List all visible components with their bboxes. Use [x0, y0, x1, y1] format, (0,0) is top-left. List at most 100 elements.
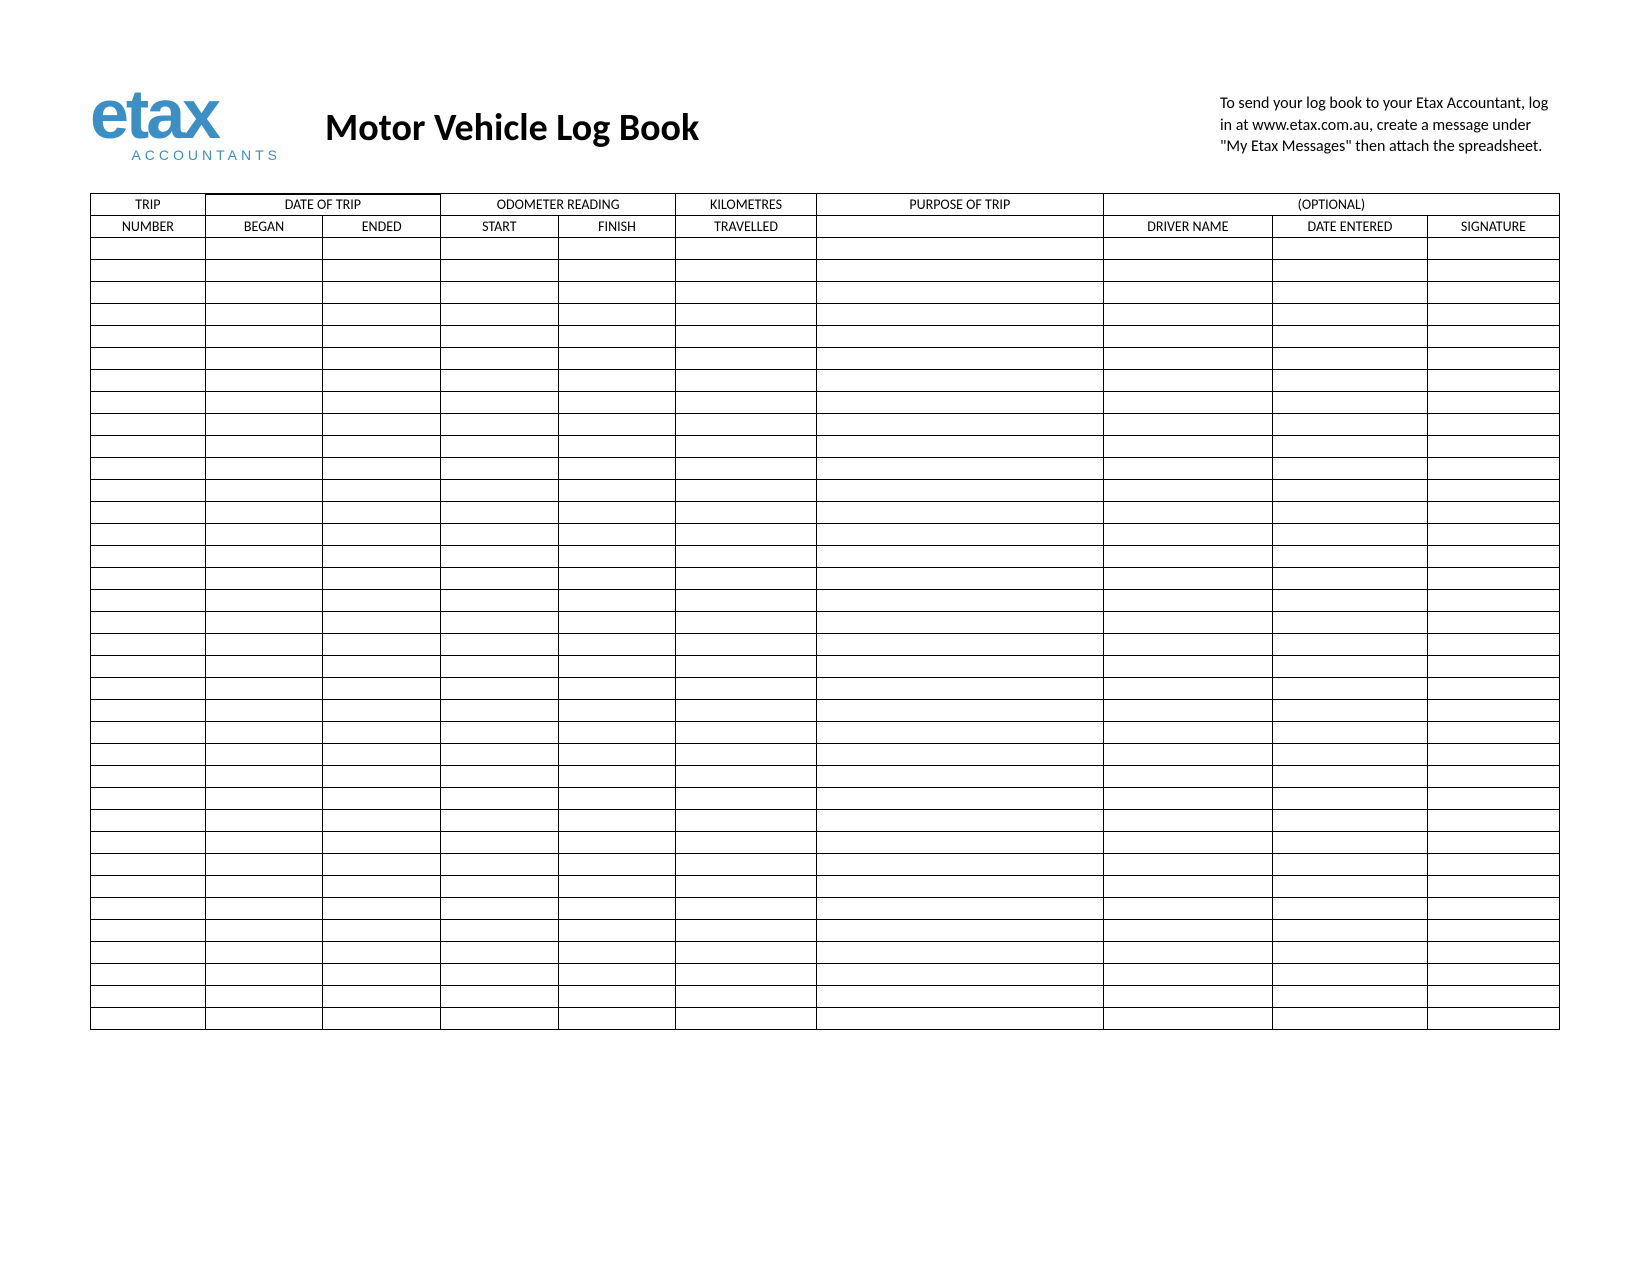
- table-cell[interactable]: [558, 920, 676, 942]
- table-cell[interactable]: [91, 612, 206, 634]
- table-cell[interactable]: [91, 986, 206, 1008]
- table-cell[interactable]: [1103, 612, 1272, 634]
- table-cell[interactable]: [676, 414, 817, 436]
- table-cell[interactable]: [558, 524, 676, 546]
- table-cell[interactable]: [1273, 722, 1428, 744]
- table-cell[interactable]: [816, 260, 1103, 282]
- table-cell[interactable]: [676, 986, 817, 1008]
- table-cell[interactable]: [323, 546, 441, 568]
- table-cell[interactable]: [1427, 238, 1559, 260]
- table-cell[interactable]: [1427, 832, 1559, 854]
- table-cell[interactable]: [323, 304, 441, 326]
- table-cell[interactable]: [205, 524, 323, 546]
- table-cell[interactable]: [91, 832, 206, 854]
- table-cell[interactable]: [441, 766, 559, 788]
- table-cell[interactable]: [1427, 964, 1559, 986]
- table-cell[interactable]: [323, 414, 441, 436]
- table-cell[interactable]: [558, 832, 676, 854]
- table-cell[interactable]: [676, 502, 817, 524]
- table-cell[interactable]: [1103, 656, 1272, 678]
- table-cell[interactable]: [323, 986, 441, 1008]
- table-cell[interactable]: [816, 458, 1103, 480]
- table-cell[interactable]: [816, 788, 1103, 810]
- table-cell[interactable]: [1427, 942, 1559, 964]
- table-cell[interactable]: [558, 634, 676, 656]
- table-cell[interactable]: [1427, 348, 1559, 370]
- table-cell[interactable]: [91, 238, 206, 260]
- table-cell[interactable]: [323, 964, 441, 986]
- table-cell[interactable]: [1273, 656, 1428, 678]
- table-cell[interactable]: [323, 326, 441, 348]
- table-cell[interactable]: [91, 392, 206, 414]
- table-cell[interactable]: [1427, 722, 1559, 744]
- table-cell[interactable]: [441, 238, 559, 260]
- table-cell[interactable]: [816, 854, 1103, 876]
- table-cell[interactable]: [676, 942, 817, 964]
- table-cell[interactable]: [1427, 766, 1559, 788]
- table-cell[interactable]: [91, 898, 206, 920]
- table-cell[interactable]: [1273, 458, 1428, 480]
- table-cell[interactable]: [91, 634, 206, 656]
- table-cell[interactable]: [91, 480, 206, 502]
- table-cell[interactable]: [1103, 524, 1272, 546]
- table-cell[interactable]: [558, 392, 676, 414]
- table-cell[interactable]: [676, 898, 817, 920]
- table-cell[interactable]: [91, 304, 206, 326]
- table-cell[interactable]: [91, 920, 206, 942]
- table-cell[interactable]: [558, 502, 676, 524]
- table-cell[interactable]: [323, 568, 441, 590]
- table-cell[interactable]: [323, 392, 441, 414]
- table-cell[interactable]: [205, 282, 323, 304]
- table-cell[interactable]: [1273, 1008, 1428, 1030]
- table-cell[interactable]: [205, 260, 323, 282]
- table-cell[interactable]: [323, 832, 441, 854]
- table-cell[interactable]: [558, 260, 676, 282]
- table-cell[interactable]: [816, 898, 1103, 920]
- table-cell[interactable]: [558, 568, 676, 590]
- table-cell[interactable]: [205, 722, 323, 744]
- table-cell[interactable]: [323, 810, 441, 832]
- table-cell[interactable]: [676, 326, 817, 348]
- table-cell[interactable]: [205, 942, 323, 964]
- table-cell[interactable]: [558, 964, 676, 986]
- table-cell[interactable]: [1427, 436, 1559, 458]
- table-cell[interactable]: [1103, 414, 1272, 436]
- table-cell[interactable]: [1273, 700, 1428, 722]
- table-cell[interactable]: [558, 942, 676, 964]
- table-cell[interactable]: [441, 832, 559, 854]
- table-cell[interactable]: [1103, 744, 1272, 766]
- table-cell[interactable]: [205, 612, 323, 634]
- table-cell[interactable]: [323, 1008, 441, 1030]
- table-cell[interactable]: [1427, 1008, 1559, 1030]
- table-cell[interactable]: [91, 700, 206, 722]
- table-cell[interactable]: [558, 414, 676, 436]
- table-cell[interactable]: [441, 986, 559, 1008]
- table-cell[interactable]: [1103, 788, 1272, 810]
- table-cell[interactable]: [441, 678, 559, 700]
- table-cell[interactable]: [441, 436, 559, 458]
- table-cell[interactable]: [1427, 414, 1559, 436]
- table-cell[interactable]: [816, 612, 1103, 634]
- table-cell[interactable]: [205, 876, 323, 898]
- table-cell[interactable]: [1427, 788, 1559, 810]
- table-cell[interactable]: [1273, 942, 1428, 964]
- table-cell[interactable]: [1103, 942, 1272, 964]
- table-cell[interactable]: [816, 744, 1103, 766]
- table-cell[interactable]: [91, 568, 206, 590]
- table-cell[interactable]: [205, 480, 323, 502]
- table-cell[interactable]: [1103, 480, 1272, 502]
- table-cell[interactable]: [1427, 568, 1559, 590]
- table-cell[interactable]: [558, 612, 676, 634]
- table-cell[interactable]: [1103, 920, 1272, 942]
- table-cell[interactable]: [676, 436, 817, 458]
- table-cell[interactable]: [1273, 282, 1428, 304]
- table-cell[interactable]: [816, 370, 1103, 392]
- table-cell[interactable]: [1273, 634, 1428, 656]
- table-cell[interactable]: [816, 1008, 1103, 1030]
- table-cell[interactable]: [1427, 502, 1559, 524]
- table-cell[interactable]: [1273, 788, 1428, 810]
- table-cell[interactable]: [1427, 326, 1559, 348]
- table-cell[interactable]: [676, 656, 817, 678]
- table-cell[interactable]: [441, 524, 559, 546]
- table-cell[interactable]: [676, 590, 817, 612]
